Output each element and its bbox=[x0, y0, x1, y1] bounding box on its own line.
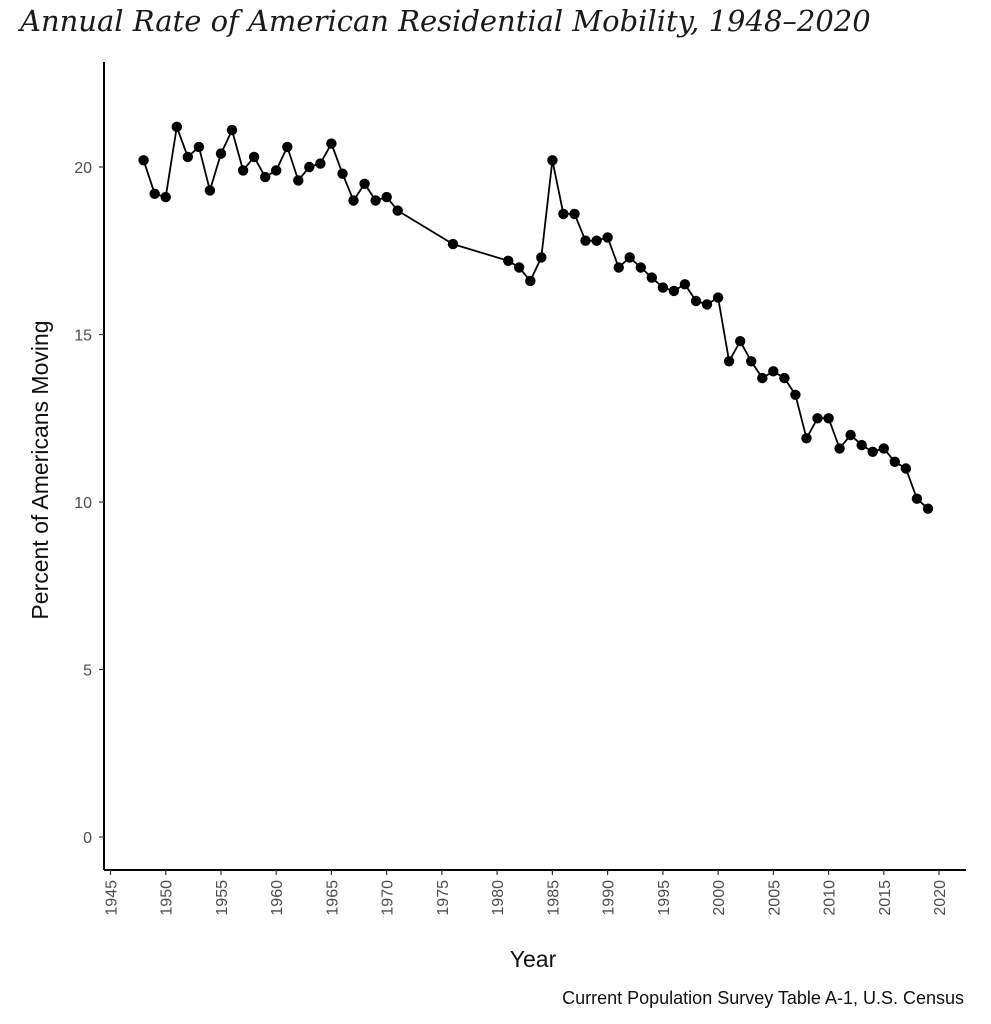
y-tick-label-15: 15 bbox=[74, 328, 92, 345]
data-point-1982 bbox=[514, 262, 525, 273]
data-point-2009 bbox=[812, 413, 823, 424]
data-point-2016 bbox=[889, 456, 900, 467]
x-tick-label-1950: 1950 bbox=[159, 880, 176, 916]
x-tick-label-1980: 1980 bbox=[490, 880, 507, 916]
x-tick-label-1995: 1995 bbox=[656, 880, 673, 916]
data-point-1987 bbox=[569, 208, 580, 220]
data-point-2006 bbox=[779, 372, 790, 384]
chart-title: Annual Rate of American Residential Mobi… bbox=[20, 4, 871, 38]
data-point-1953 bbox=[193, 141, 205, 153]
data-point-1999 bbox=[701, 299, 713, 310]
data-point-1956 bbox=[226, 124, 238, 136]
x-tick-label-1990: 1990 bbox=[601, 880, 618, 916]
data-point-2008 bbox=[801, 433, 812, 444]
data-point-1994 bbox=[646, 272, 657, 283]
x-tick-label-1970: 1970 bbox=[380, 880, 397, 916]
data-point-1990 bbox=[602, 232, 613, 243]
x-ticks: 1945 1950 1955 1960 1965 1970 1975 1980 1985 1990… bbox=[104, 870, 949, 916]
data-point-1985 bbox=[547, 155, 558, 166]
data-point-1991 bbox=[613, 262, 624, 273]
data-point-2002 bbox=[735, 336, 746, 347]
data-point-2013 bbox=[856, 439, 867, 451]
y-tick-label-0: 0 bbox=[83, 830, 92, 847]
data-point-1965 bbox=[326, 138, 337, 149]
data-point-1952 bbox=[182, 151, 193, 163]
data-point-1993 bbox=[635, 262, 646, 273]
data-point-1984 bbox=[536, 252, 547, 263]
data-point-2015 bbox=[878, 443, 889, 454]
data-point-1998 bbox=[690, 295, 702, 307]
axes bbox=[103, 62, 966, 871]
data-point-1951 bbox=[171, 121, 182, 132]
data-point-2003 bbox=[746, 356, 757, 367]
data-point-1963 bbox=[304, 161, 315, 173]
data-point-2007 bbox=[790, 389, 801, 400]
data-point-2012 bbox=[845, 429, 856, 441]
data-point-1970 bbox=[381, 191, 392, 203]
data-point-2018 bbox=[911, 493, 923, 504]
x-tick-label-2010: 2010 bbox=[822, 880, 839, 916]
series-line-mobility-rate bbox=[142, 125, 929, 510]
data-point-1986 bbox=[558, 208, 569, 220]
data-point-1966 bbox=[337, 168, 348, 179]
x-tick-label-1975: 1975 bbox=[435, 880, 452, 916]
data-point-1964 bbox=[315, 158, 326, 169]
x-tick-label-1965: 1965 bbox=[324, 880, 341, 916]
data-point-1988 bbox=[580, 235, 591, 246]
data-point-1971 bbox=[392, 205, 403, 216]
data-point-1948 bbox=[138, 155, 149, 166]
data-point-2005 bbox=[768, 366, 779, 377]
data-point-1955 bbox=[215, 148, 227, 159]
data-point-2001 bbox=[723, 356, 735, 367]
x-tick-label-2000: 2000 bbox=[711, 880, 728, 916]
data-point-1962 bbox=[293, 175, 304, 186]
data-point-1957 bbox=[237, 165, 249, 176]
data-point-1981 bbox=[503, 255, 514, 266]
data-point-1995 bbox=[657, 282, 669, 293]
y-ticks: 0 5 10 15 20 bbox=[74, 160, 104, 847]
data-point-1967 bbox=[348, 195, 359, 206]
data-point-2019 bbox=[922, 503, 934, 514]
data-point-2010 bbox=[823, 413, 834, 424]
x-tick-label-1960: 1960 bbox=[269, 880, 286, 916]
data-point-1976 bbox=[447, 238, 459, 250]
data-point-2014 bbox=[867, 446, 878, 457]
x-tick-label-1945: 1945 bbox=[104, 880, 121, 916]
data-point-1968 bbox=[359, 178, 370, 189]
data-points bbox=[138, 121, 934, 514]
data-point-1949 bbox=[149, 188, 160, 199]
x-tick-label-2020: 2020 bbox=[932, 880, 949, 916]
data-point-1960 bbox=[271, 165, 282, 176]
data-point-1959 bbox=[260, 171, 271, 183]
data-point-1954 bbox=[204, 185, 216, 196]
y-axis-title: Percent of Americans Moving bbox=[27, 320, 53, 619]
data-point-1958 bbox=[248, 151, 260, 163]
data-point-1983 bbox=[525, 275, 536, 287]
x-tick-label-1985: 1985 bbox=[545, 880, 562, 916]
y-tick-label-20: 20 bbox=[74, 160, 92, 177]
x-tick-label-1955: 1955 bbox=[214, 880, 231, 916]
data-point-1997 bbox=[679, 279, 691, 290]
y-tick-label-5: 5 bbox=[83, 663, 92, 680]
data-point-1996 bbox=[668, 285, 680, 297]
x-tick-label-2005: 2005 bbox=[766, 880, 783, 916]
data-point-1992 bbox=[624, 252, 635, 263]
data-point-1961 bbox=[282, 141, 293, 153]
data-point-2011 bbox=[834, 443, 845, 454]
x-tick-label-2015: 2015 bbox=[877, 880, 894, 916]
source-caption: Current Population Survey Table A-1, U.S… bbox=[562, 988, 964, 1008]
data-point-1989 bbox=[591, 235, 602, 246]
y-tick-label-10: 10 bbox=[74, 495, 92, 512]
x-axis-title: Year bbox=[510, 946, 557, 972]
data-point-2000 bbox=[712, 292, 724, 303]
data-point-1969 bbox=[370, 195, 381, 206]
data-point-2017 bbox=[900, 463, 912, 474]
data-point-2004 bbox=[757, 372, 768, 384]
data-point-1950 bbox=[160, 191, 171, 203]
